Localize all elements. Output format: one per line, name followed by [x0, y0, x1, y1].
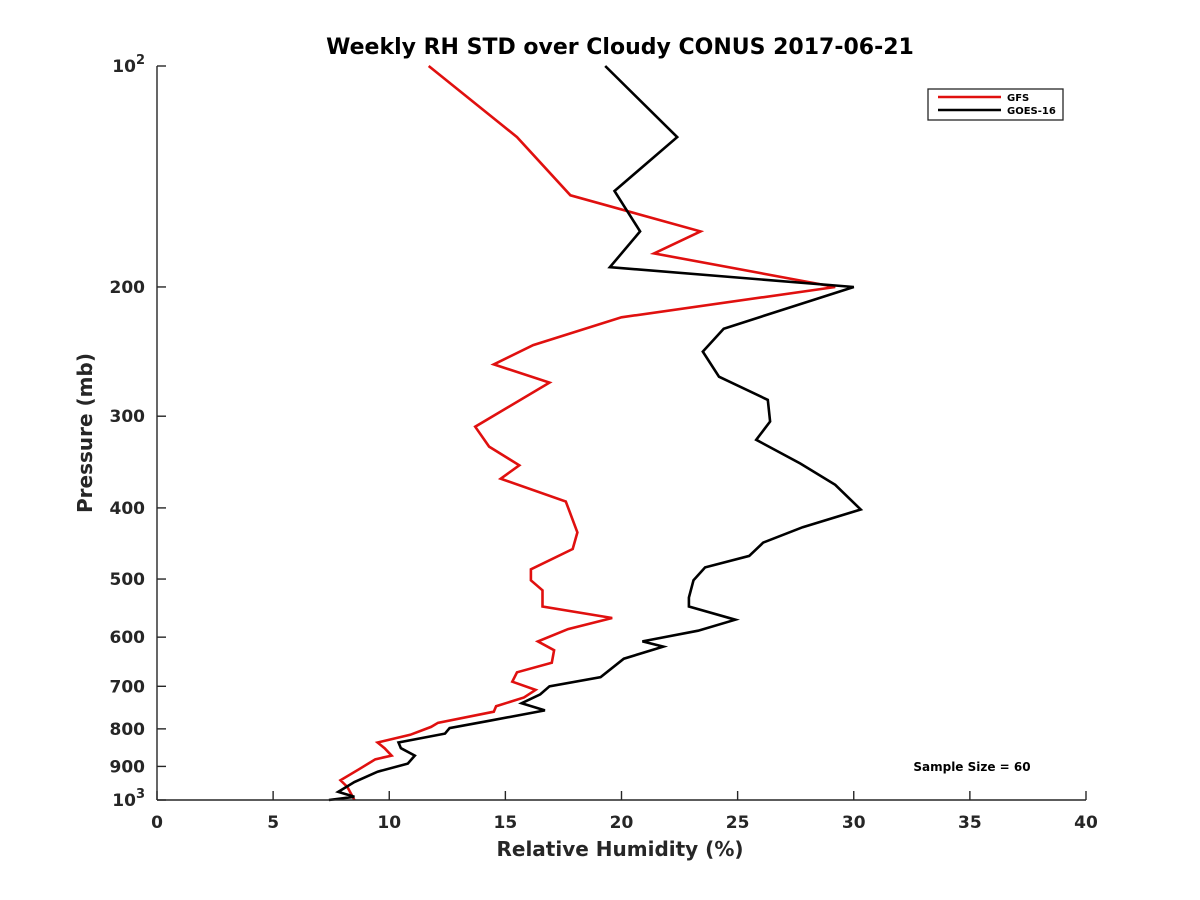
y-tick-label-7: 800	[110, 720, 146, 740]
x-tick-label-6: 30	[842, 813, 866, 833]
legend-entry-0: GFS	[1007, 93, 1029, 104]
y-tick-label-8: 900	[110, 757, 146, 777]
x-tick-label-8: 40	[1074, 813, 1098, 833]
y-axis-label: Pressure (mb)	[73, 353, 97, 513]
x-tick-label-7: 35	[958, 813, 982, 833]
y-tick-label-1: 200	[110, 278, 146, 298]
sample-size-annotation: Sample Size = 60	[913, 760, 1030, 774]
legend-box	[927, 88, 1064, 121]
y-tick-label-9: 103	[112, 787, 145, 811]
chart-title: Weekly RH STD over Cloudy CONUS 2017-06-…	[326, 35, 914, 60]
x-tick-label-5: 25	[726, 813, 750, 833]
y-tick-label-6: 700	[110, 677, 146, 697]
axes: 0 5 10 15 20 25 30 35 40 102 200 300 400 500 600 700 800…	[110, 53, 1098, 833]
x-tick-label-4: 20	[610, 813, 634, 833]
x-axis-label: Relative Humidity (%)	[496, 837, 743, 861]
x-tick-label-2: 10	[377, 813, 401, 833]
y-tick-label-0: 102	[112, 53, 145, 77]
y-tick-label-3: 400	[110, 499, 146, 519]
series-line-1	[328, 65, 864, 802]
y-tick-label-4: 500	[110, 570, 146, 590]
legend-entry-1: GOES-16	[1007, 106, 1056, 117]
series-line-0	[338, 64, 836, 801]
x-tick-label-1: 5	[267, 813, 279, 833]
y-tick-label-5: 600	[110, 628, 146, 648]
plot-lines	[328, 64, 864, 802]
x-tick-label-3: 15	[494, 813, 518, 833]
legend: GFS GOES-16	[927, 88, 1064, 121]
x-tick-label-0: 0	[151, 813, 163, 833]
y-tick-label-2: 300	[110, 407, 146, 427]
